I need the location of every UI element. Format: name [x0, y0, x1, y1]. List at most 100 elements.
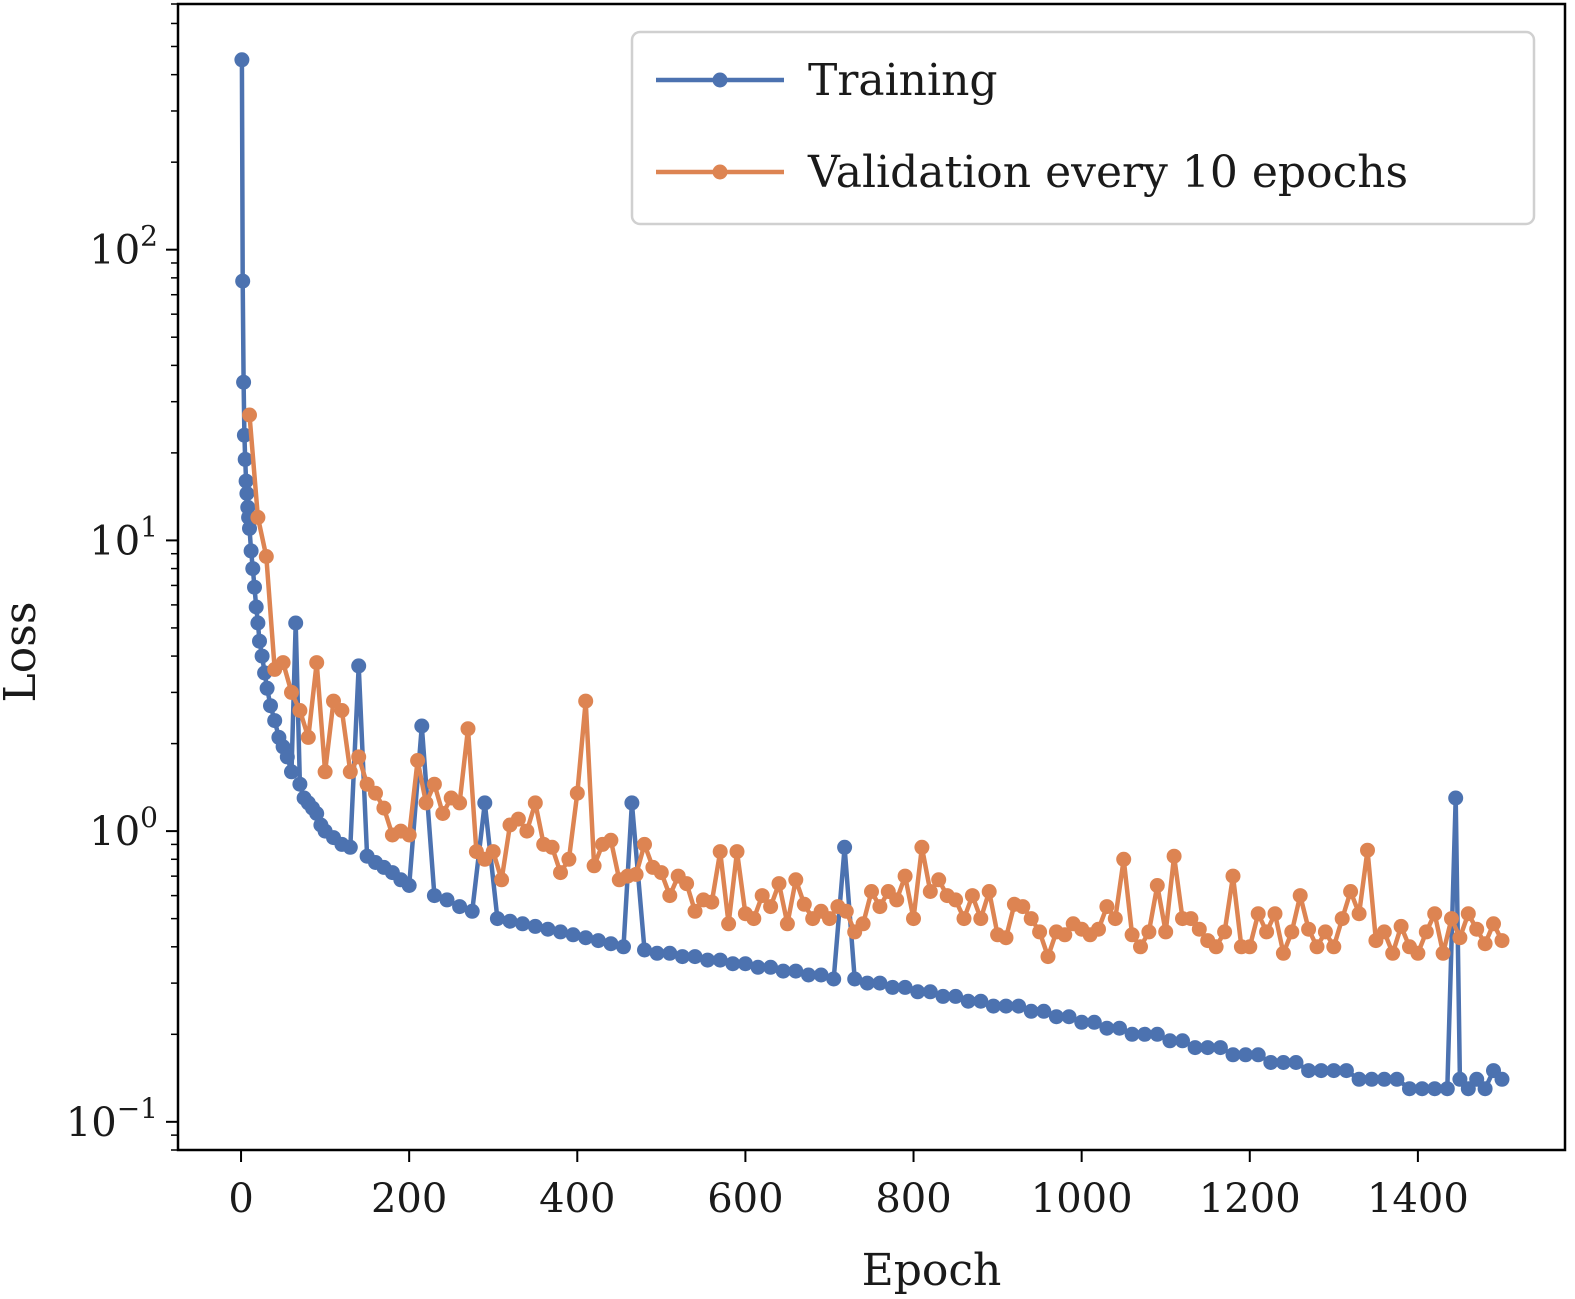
data-point [1124, 927, 1140, 943]
data-point [250, 615, 266, 631]
data-point [578, 930, 594, 946]
data-point [746, 911, 762, 927]
data-point [243, 543, 259, 559]
data-point [1351, 906, 1367, 922]
data-point [1048, 1009, 1064, 1025]
data-point [750, 959, 766, 975]
data-point [544, 839, 560, 855]
data-point [561, 851, 577, 867]
data-point [250, 509, 266, 525]
x-axis-label: Epoch [862, 1245, 1002, 1296]
data-point [263, 698, 278, 714]
data-point [1158, 924, 1174, 940]
data-point [1137, 1026, 1153, 1042]
data-point [334, 703, 350, 718]
data-point [236, 374, 252, 390]
x-tick-label: 1000 [1031, 1176, 1133, 1222]
data-point [603, 832, 619, 848]
data-point [569, 785, 585, 801]
data-point [935, 988, 951, 1004]
data-point [1393, 918, 1409, 934]
data-point [1166, 848, 1182, 864]
data-point [1133, 939, 1148, 955]
data-point [1175, 1033, 1190, 1049]
data-point [998, 930, 1014, 946]
series-validation [242, 407, 1510, 965]
data-point [1212, 1040, 1228, 1056]
data-point [1259, 924, 1275, 940]
data-point [1107, 911, 1123, 927]
data-point [796, 896, 812, 912]
data-point [754, 888, 770, 904]
data-point [1099, 899, 1115, 915]
data-point [948, 892, 964, 908]
data-point [1376, 924, 1392, 940]
data-point [826, 971, 842, 987]
data-point [252, 633, 267, 649]
x-tick-label: 1400 [1367, 1176, 1469, 1222]
data-point [267, 713, 283, 729]
data-point [801, 967, 816, 983]
legend-label: Training [808, 55, 998, 106]
data-point [1242, 939, 1258, 955]
data-point [624, 795, 640, 811]
data-point [725, 956, 741, 972]
data-point [1275, 1055, 1291, 1070]
data-point [1225, 1047, 1241, 1063]
data-point [679, 876, 695, 892]
data-point [247, 579, 262, 595]
legend: Training Validation every 10 epochs [630, 30, 1536, 226]
data-point [1292, 888, 1308, 904]
data-point [553, 924, 568, 940]
data-point [906, 911, 921, 927]
y-tick-label: 102 [89, 220, 158, 274]
plot-area [234, 52, 1510, 1097]
data-point [837, 839, 853, 855]
data-point [788, 872, 804, 888]
data-point [452, 795, 468, 811]
data-point [712, 844, 728, 860]
data-point [603, 936, 619, 952]
data-point [1494, 1071, 1510, 1087]
data-point [418, 795, 434, 811]
data-point [889, 892, 905, 908]
data-point [1091, 921, 1106, 937]
data-point [771, 876, 787, 892]
data-point [1250, 906, 1266, 922]
data-point [1191, 921, 1207, 937]
y-axis-label: Loss [0, 602, 46, 703]
data-point [590, 933, 606, 949]
data-point [238, 473, 254, 489]
data-point [1238, 1047, 1254, 1063]
data-point [515, 916, 531, 932]
data-point [1208, 939, 1224, 955]
data-point [1439, 1081, 1455, 1097]
data-point [1057, 927, 1073, 943]
data-point [628, 866, 644, 882]
data-point [401, 827, 417, 843]
data-point [763, 899, 779, 915]
data-point [859, 975, 875, 991]
data-point [687, 903, 703, 919]
data-point [464, 903, 480, 919]
data-point [376, 800, 392, 816]
data-point [1288, 1055, 1304, 1070]
data-point [435, 806, 451, 821]
x-tick-label: 800 [875, 1176, 951, 1222]
legend-swatch-marker [712, 164, 728, 180]
data-point [960, 993, 976, 1009]
data-point [288, 615, 304, 631]
data-point [351, 658, 367, 674]
data-point [704, 894, 720, 910]
data-point [1410, 945, 1426, 961]
data-point [662, 945, 678, 961]
data-point [254, 648, 270, 664]
data-point [1385, 945, 1401, 961]
data-point [242, 407, 257, 423]
data-point [838, 903, 854, 919]
data-point [460, 721, 476, 737]
data-point [242, 520, 257, 536]
data-point [1267, 906, 1283, 922]
data-point [1351, 1071, 1367, 1087]
data-point [248, 599, 264, 615]
